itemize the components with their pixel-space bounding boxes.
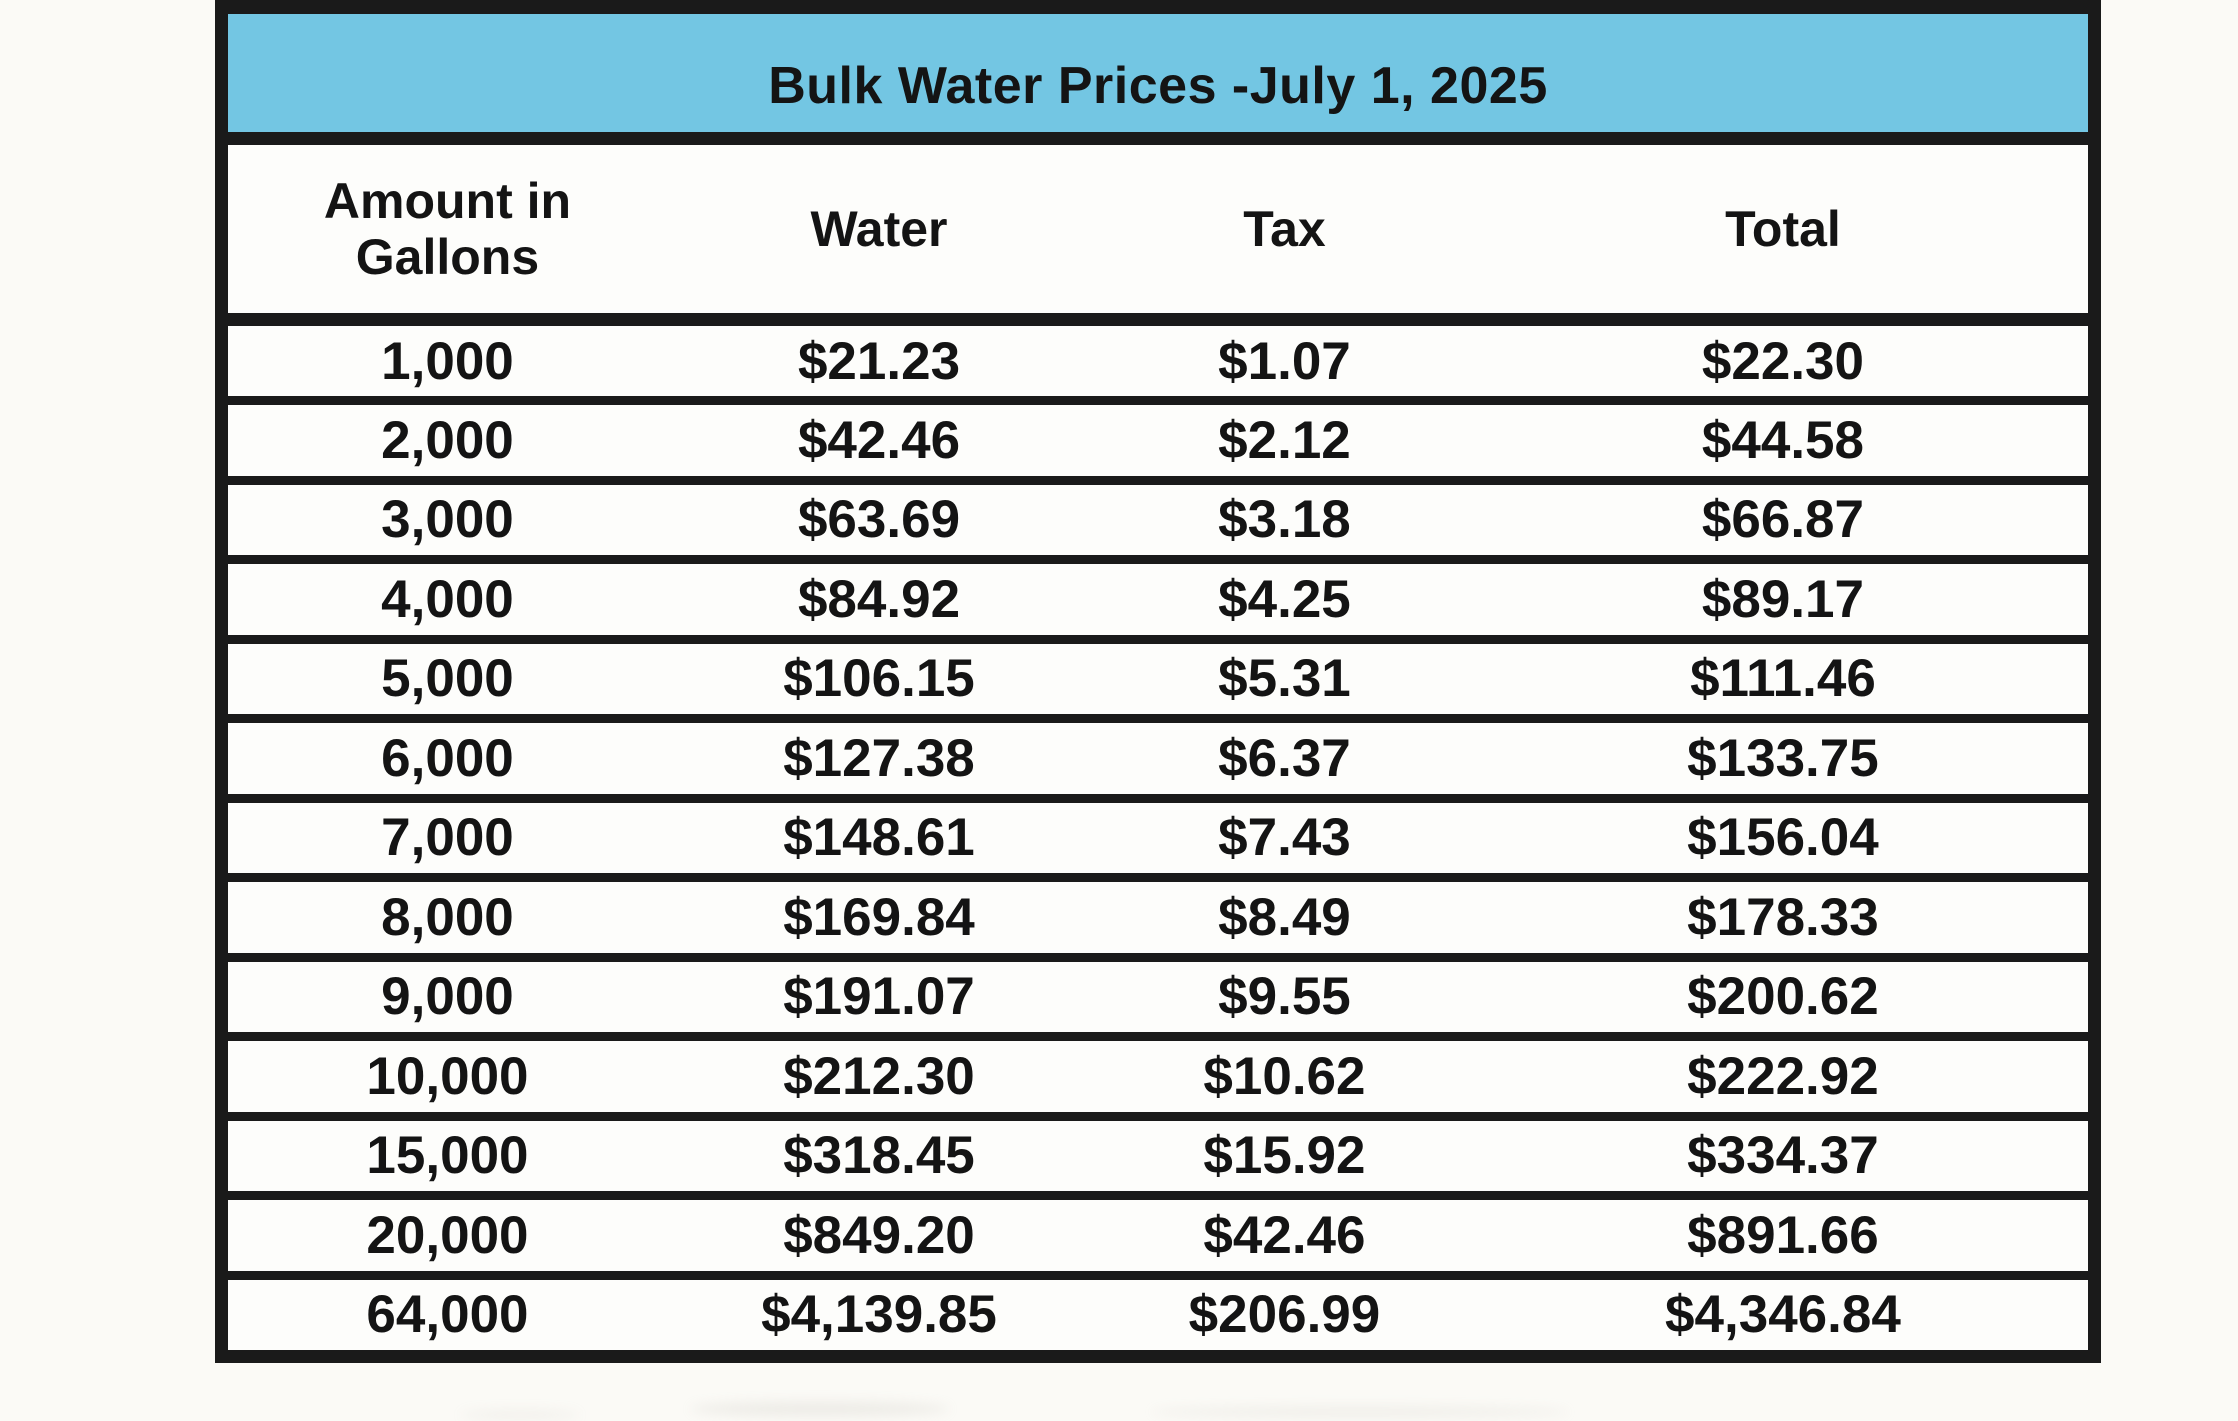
table-row: 2,000 $42.46 $2.12 $44.58 xyxy=(228,405,2088,485)
table-title: Bulk Water Prices -July 1, 2025 xyxy=(768,57,1548,115)
cell-total: $200.62 xyxy=(1687,967,1879,1027)
cell-total: $111.46 xyxy=(1690,649,1876,709)
cell-water: $63.69 xyxy=(797,490,961,550)
table-row: 4,000 $84.92 $4.25 $89.17 xyxy=(228,564,2088,644)
cell-tax: $42.46 xyxy=(1203,1205,1366,1265)
cell-amount: 4,000 xyxy=(381,569,514,629)
cell-tax: $10.62 xyxy=(1203,1046,1366,1106)
cell-water: $849.20 xyxy=(783,1205,975,1265)
cell-amount: 15,000 xyxy=(366,1126,529,1186)
column-header-tax: Tax xyxy=(1243,201,1326,257)
cell-water: $191.07 xyxy=(783,967,975,1027)
cell-water: $106.15 xyxy=(783,649,975,709)
cell-amount: 10,000 xyxy=(366,1046,529,1106)
scan-smudge xyxy=(460,1410,580,1420)
table-row: 20,000 $849.20 $42.46 $891.66 xyxy=(228,1200,2088,1280)
table-row: 5,000 $106.15 $5.31 $111.46 xyxy=(228,644,2088,724)
cell-tax: $8.49 xyxy=(1218,887,1351,947)
table-row: 6,000 $127.38 $6.37 $133.75 xyxy=(228,723,2088,803)
column-header-water: Water xyxy=(810,201,948,257)
cell-amount: 1,000 xyxy=(381,331,514,391)
column-header-total: Total xyxy=(1725,201,1841,257)
cell-total: $22.30 xyxy=(1701,331,1864,391)
table-row: 15,000 $318.45 $15.92 $334.37 xyxy=(228,1121,2088,1201)
table-row: 9,000 $191.07 $9.55 $200.62 xyxy=(228,962,2088,1042)
cell-total: $4,346.84 xyxy=(1665,1285,1901,1345)
cell-total: $89.17 xyxy=(1701,569,1864,629)
cell-tax: $206.99 xyxy=(1188,1285,1381,1345)
cell-amount: 2,000 xyxy=(381,411,514,471)
cell-water: $318.45 xyxy=(783,1126,975,1186)
table-row: 7,000 $148.61 $7.43 $156.04 xyxy=(228,803,2088,883)
cell-amount: 3,000 xyxy=(381,490,514,550)
cell-water: $148.61 xyxy=(783,808,975,868)
cell-total: $44.58 xyxy=(1701,411,1864,471)
scan-smudge xyxy=(690,1402,950,1416)
cell-amount: 20,000 xyxy=(366,1205,529,1265)
cell-tax: $2.12 xyxy=(1218,411,1351,471)
cell-water: $169.84 xyxy=(783,887,975,947)
cell-amount: 9,000 xyxy=(381,967,514,1027)
cell-water: $4,139.85 xyxy=(761,1285,997,1345)
cell-total: $334.37 xyxy=(1687,1126,1879,1186)
cell-amount: 8,000 xyxy=(381,887,514,947)
scan-smudge xyxy=(1150,1406,1570,1418)
table-row: 10,000 $212.30 $10.62 $222.92 xyxy=(228,1041,2088,1121)
table-title-row: Bulk Water Prices -July 1, 2025 xyxy=(228,14,2088,145)
cell-total: $66.87 xyxy=(1701,490,1864,550)
cell-tax: $15.92 xyxy=(1203,1126,1366,1186)
cell-water: $21.23 xyxy=(797,331,961,391)
table-row: 64,000 $4,139.85 $206.99 $4,346.84 xyxy=(228,1280,2088,1350)
table-row: 8,000 $169.84 $8.49 $178.33 xyxy=(228,882,2088,962)
cell-tax: $9.55 xyxy=(1218,967,1351,1027)
cell-water: $127.38 xyxy=(783,728,975,788)
cell-tax: $5.31 xyxy=(1218,649,1351,709)
table-row: 1,000 $21.23 $1.07 $22.30 xyxy=(228,326,2088,406)
cell-tax: $3.18 xyxy=(1218,490,1351,550)
cell-total: $178.33 xyxy=(1687,887,1879,947)
cell-total: $156.04 xyxy=(1687,808,1879,868)
bulk-water-prices-table: Bulk Water Prices -July 1, 2025 Amount i… xyxy=(215,0,2101,1363)
cell-amount: 5,000 xyxy=(381,649,514,709)
cell-water: $212.30 xyxy=(783,1046,975,1106)
cell-tax: $6.37 xyxy=(1218,728,1351,788)
cell-total: $133.75 xyxy=(1687,728,1879,788)
table-row: 3,000 $63.69 $3.18 $66.87 xyxy=(228,485,2088,565)
cell-tax: $7.43 xyxy=(1218,808,1351,868)
table-header-row: Amount in Gallons Water Tax Total xyxy=(228,145,2088,326)
cell-amount: 64,000 xyxy=(366,1285,529,1345)
cell-water: $42.46 xyxy=(797,411,961,471)
cell-total: $222.92 xyxy=(1687,1046,1879,1106)
cell-amount: 7,000 xyxy=(381,808,514,868)
cell-tax: $1.07 xyxy=(1218,331,1351,391)
table-body: 1,000 $21.23 $1.07 $22.30 2,000 $42.46 $… xyxy=(228,326,2088,1350)
cell-amount: 6,000 xyxy=(381,728,514,788)
cell-water: $84.92 xyxy=(797,569,961,629)
cell-total: $891.66 xyxy=(1687,1205,1879,1265)
column-header-amount: Amount in Gallons xyxy=(323,173,572,285)
cell-tax: $4.25 xyxy=(1218,569,1351,629)
